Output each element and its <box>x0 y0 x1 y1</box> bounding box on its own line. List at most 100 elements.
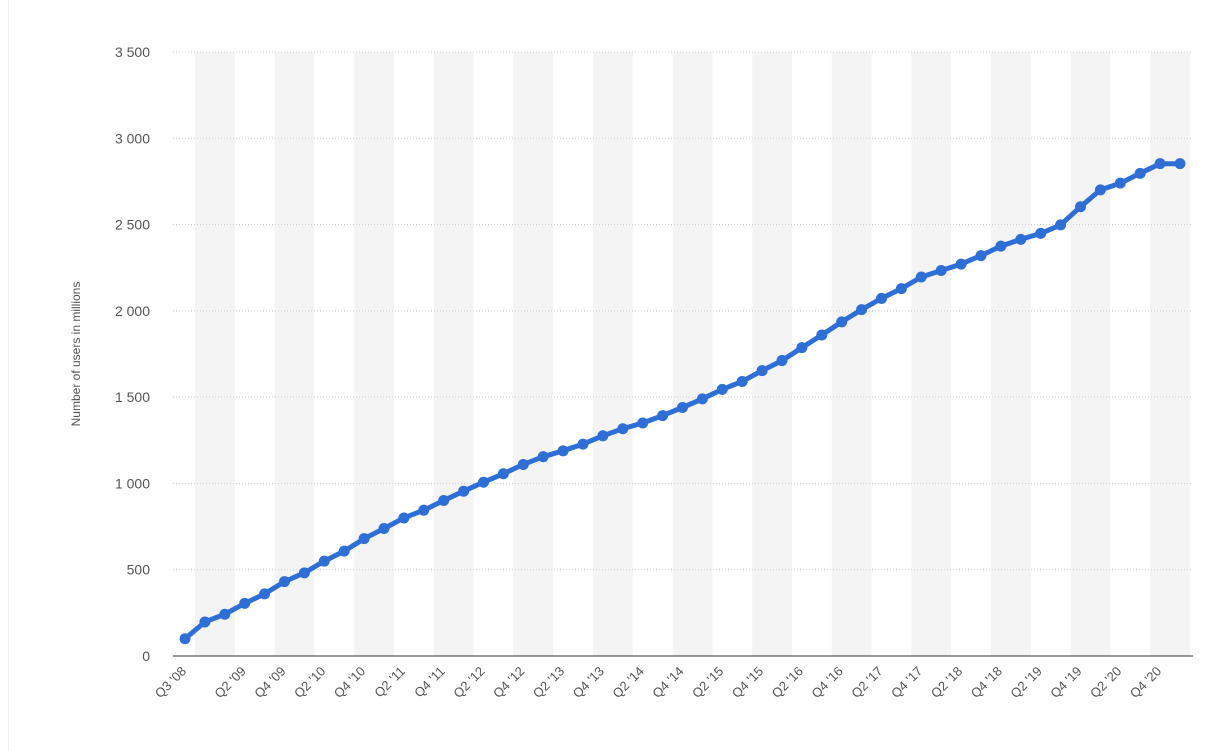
x-tick-label: Q4 '20 <box>1127 664 1164 701</box>
y-tick-label: 2 500 <box>115 217 150 233</box>
data-point <box>597 430 609 442</box>
data-point <box>219 608 231 620</box>
y-tick-label: 3 500 <box>115 44 150 60</box>
background-band <box>990 52 1031 656</box>
data-point <box>736 375 748 387</box>
x-tick-label: Q2 '20 <box>1087 664 1124 701</box>
data-point <box>637 417 649 429</box>
data-point <box>975 250 987 262</box>
data-point <box>517 458 529 470</box>
data-point <box>338 545 350 557</box>
data-point <box>756 365 768 377</box>
data-point <box>1094 184 1106 196</box>
data-point <box>1134 167 1146 179</box>
data-point <box>995 240 1007 252</box>
x-tick-label: Q2 '14 <box>609 664 646 701</box>
x-tick-label: Q4 '10 <box>331 664 368 701</box>
x-tick-label: Q2 '10 <box>291 664 328 701</box>
x-tick-label: Q4 '11 <box>411 664 448 701</box>
y-tick-label: 500 <box>127 562 151 578</box>
background-band <box>513 52 554 656</box>
x-tick-label: Q2 '17 <box>848 664 885 701</box>
data-point <box>557 445 569 457</box>
data-point <box>398 512 410 524</box>
background-band <box>194 52 235 656</box>
data-point <box>537 451 549 463</box>
frame-edge <box>0 0 9 751</box>
x-tick-label: Q4 '15 <box>729 664 766 701</box>
data-point <box>478 476 489 488</box>
x-tick-label: Q2 '13 <box>530 664 567 701</box>
y-tick-label: 0 <box>142 648 150 664</box>
data-point <box>677 401 688 413</box>
data-point <box>1075 201 1086 213</box>
data-point <box>438 495 450 507</box>
background-band <box>831 52 872 656</box>
data-point <box>298 567 310 579</box>
data-point <box>716 383 728 395</box>
data-point <box>935 264 947 276</box>
data-point <box>796 342 808 354</box>
y-axis-label: Number of users in millions <box>69 282 83 427</box>
x-tick-label: Q2 '16 <box>769 664 806 701</box>
data-point <box>1035 227 1047 239</box>
y-tick-label: 1 500 <box>115 389 150 405</box>
data-point <box>617 423 629 435</box>
data-point <box>318 555 330 567</box>
gridlines <box>173 51 1193 571</box>
data-point <box>876 292 887 304</box>
x-tick-label: Q2 '12 <box>450 664 487 701</box>
x-tick-label: Q4 '17 <box>888 664 925 701</box>
data-point <box>696 393 708 405</box>
data-point <box>1154 158 1166 170</box>
background-band <box>752 52 792 656</box>
y-axis-ticks: 0 500 1 000 1 500 2 000 2 500 3 000 3 500 <box>115 44 150 664</box>
y-tick-label: 3 000 <box>115 130 150 146</box>
data-points <box>179 158 1186 645</box>
data-point <box>955 258 967 270</box>
x-tick-label: Q3 '08 <box>152 664 189 701</box>
background-bands <box>194 52 1190 656</box>
background-band <box>1070 52 1111 656</box>
data-point <box>259 588 271 600</box>
data-point <box>458 485 470 497</box>
data-point <box>179 633 191 645</box>
data-point <box>1174 158 1186 170</box>
data-point <box>657 410 669 422</box>
x-tick-label: Q2 '09 <box>211 664 248 701</box>
x-axis-ticks: Q3 '08 Q2 '09 Q4 '09 Q2 '10 Q4 '10 Q2 '11 Q4 '… <box>152 664 1165 701</box>
data-point <box>856 304 868 316</box>
x-tick-label: Q4 '12 <box>490 664 527 701</box>
data-point <box>577 438 589 450</box>
data-point <box>497 468 509 480</box>
x-tick-label: Q4 '16 <box>808 664 845 701</box>
data-point <box>776 355 788 367</box>
background-band <box>911 52 952 656</box>
background-band <box>672 52 713 656</box>
y-tick-label: 2 000 <box>115 303 150 319</box>
x-tick-label: Q4 '14 <box>649 664 686 701</box>
x-tick-label: Q4 '13 <box>570 664 607 701</box>
background-band <box>354 52 394 656</box>
x-tick-label: Q4 '19 <box>1047 664 1084 701</box>
data-point <box>358 533 370 545</box>
background-band <box>274 52 315 656</box>
data-point <box>1055 219 1067 231</box>
background-band <box>592 52 633 656</box>
x-tick-label: Q2 '18 <box>928 664 965 701</box>
data-point <box>915 271 927 283</box>
x-tick-label: Q2 '15 <box>689 664 726 701</box>
background-band <box>1150 52 1190 656</box>
data-point <box>1015 233 1027 245</box>
data-point <box>279 576 290 588</box>
data-point <box>895 283 907 295</box>
data-point <box>816 329 828 341</box>
x-tick-label: Q2 '19 <box>1007 664 1044 701</box>
x-tick-label: Q4 '09 <box>251 664 288 701</box>
data-point <box>418 504 430 516</box>
data-point <box>239 597 251 609</box>
data-point <box>199 616 211 628</box>
data-point <box>836 316 848 328</box>
data-point <box>1114 177 1126 189</box>
